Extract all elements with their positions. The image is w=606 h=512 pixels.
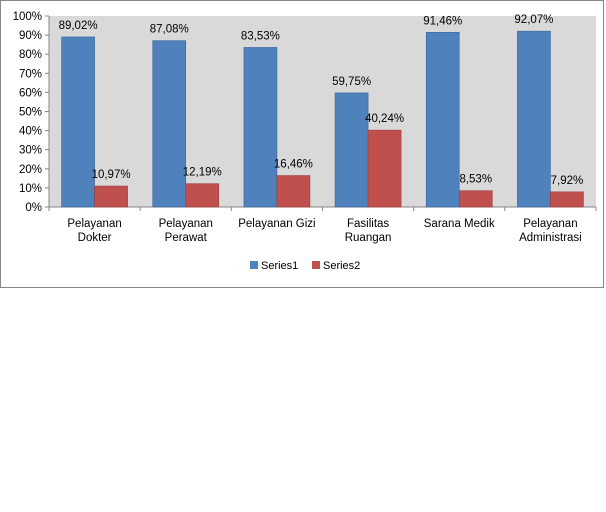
data-label-series1: 92,07% xyxy=(514,14,553,26)
data-label-series2: 16,46% xyxy=(274,159,313,171)
bar-series2 xyxy=(185,183,220,208)
data-label-series2: 40,24% xyxy=(365,113,404,125)
x-category-label: Fasilitas xyxy=(347,218,389,230)
data-label-series1: 91,46% xyxy=(423,15,462,27)
x-category-label: Administrasi xyxy=(519,232,582,244)
y-tick-label: 10% xyxy=(19,183,42,195)
bar-series1 xyxy=(243,47,278,208)
plot-area xyxy=(49,16,596,207)
y-tick-label: 100% xyxy=(13,11,42,23)
bar-chart: 0% 10% 20% 30% 40% 50% 60% 70% 80% 90% 100% 89,02% 8… xyxy=(13,11,597,272)
x-category-label: Perawat xyxy=(165,232,208,244)
data-label-series2: 8,53% xyxy=(459,174,492,186)
data-label-series2: 7,92% xyxy=(551,175,584,187)
bar-series2 xyxy=(550,191,584,208)
legend-label-series1: Series1 xyxy=(261,260,298,272)
y-tick-label: 90% xyxy=(19,30,42,42)
bar-series1 xyxy=(61,36,95,208)
bar-series2 xyxy=(276,175,311,208)
data-label-series1: 89,02% xyxy=(59,20,98,32)
legend-label-series2: Series2 xyxy=(323,260,360,272)
data-label-series1: 87,08% xyxy=(150,24,189,36)
bar-series1 xyxy=(334,92,369,208)
x-category-label: Ruangan xyxy=(345,232,392,244)
y-tick-label: 20% xyxy=(19,164,42,176)
y-tick-label: 0% xyxy=(25,202,42,214)
x-category-label: Sarana Medik xyxy=(424,218,495,230)
y-tick-label: 30% xyxy=(19,145,42,157)
y-tick-label: 40% xyxy=(19,126,42,138)
legend-swatch-series1 xyxy=(250,261,258,269)
data-label-series1: 59,75% xyxy=(332,76,371,88)
bar-series1 xyxy=(425,32,460,208)
bar-series1 xyxy=(517,30,551,208)
x-category-label: Pelayanan xyxy=(523,218,577,230)
legend-swatch-series2 xyxy=(312,261,320,269)
x-category-label: Pelayanan xyxy=(67,218,121,230)
bar-series2 xyxy=(367,129,402,208)
data-label-series1: 83,53% xyxy=(241,30,280,42)
data-label-series2: 12,19% xyxy=(183,167,222,179)
y-tick-label: 50% xyxy=(19,107,42,119)
y-tick-label: 80% xyxy=(19,49,42,61)
x-category-label: Pelayanan xyxy=(159,218,213,230)
y-tick-label: 70% xyxy=(19,68,42,80)
data-label-series2: 10,97% xyxy=(92,169,131,181)
bar-series1 xyxy=(152,40,187,208)
bar-series2 xyxy=(458,190,493,208)
x-category-label: Dokter xyxy=(78,232,112,244)
x-category-label: Pelayanan Gizi xyxy=(238,218,315,230)
bar-series2 xyxy=(94,185,128,208)
y-tick-label: 60% xyxy=(19,87,42,99)
